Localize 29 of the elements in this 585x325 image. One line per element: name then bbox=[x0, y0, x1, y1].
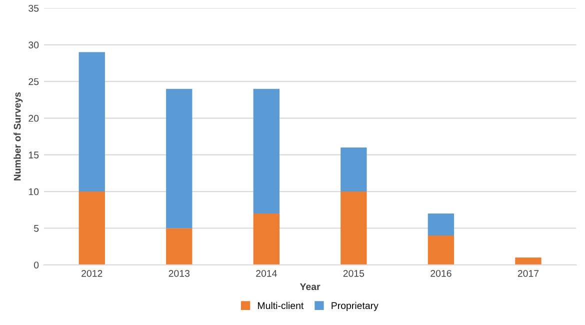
x-tick-label: 2016 bbox=[430, 270, 452, 277]
x-tick-label: 2015 bbox=[343, 270, 364, 277]
y-tick-label: 25 bbox=[28, 78, 39, 86]
y-tick-label: 5 bbox=[34, 225, 39, 232]
bar bbox=[166, 228, 192, 265]
bar bbox=[428, 214, 454, 236]
y-tick-label: 0 bbox=[34, 262, 39, 268]
bar bbox=[515, 258, 542, 265]
y-tick-label: 20 bbox=[28, 114, 39, 122]
legend-label: Multi-client bbox=[258, 302, 304, 310]
x-tick-label: 2012 bbox=[82, 270, 102, 277]
x-tick-label: 2014 bbox=[256, 270, 277, 277]
y-tick-label: 15 bbox=[28, 152, 39, 158]
legend-label: Proprietary bbox=[332, 302, 378, 311]
bar bbox=[428, 236, 454, 265]
y-tick-label: 30 bbox=[28, 42, 39, 48]
bar bbox=[340, 148, 367, 192]
x-tick-label: 2013 bbox=[168, 270, 190, 277]
bar bbox=[78, 192, 105, 265]
x-tick-label: 2017 bbox=[518, 270, 539, 277]
y-tick-label: 10 bbox=[28, 188, 39, 196]
x-axis-title: Year bbox=[300, 283, 320, 290]
y-tick-label: 35 bbox=[28, 4, 39, 12]
bar bbox=[78, 52, 105, 192]
bar bbox=[253, 88, 280, 214]
bar bbox=[340, 192, 367, 265]
y-axis-title: Number of Surveys bbox=[14, 92, 23, 180]
bar bbox=[253, 214, 280, 265]
bar bbox=[166, 88, 192, 228]
